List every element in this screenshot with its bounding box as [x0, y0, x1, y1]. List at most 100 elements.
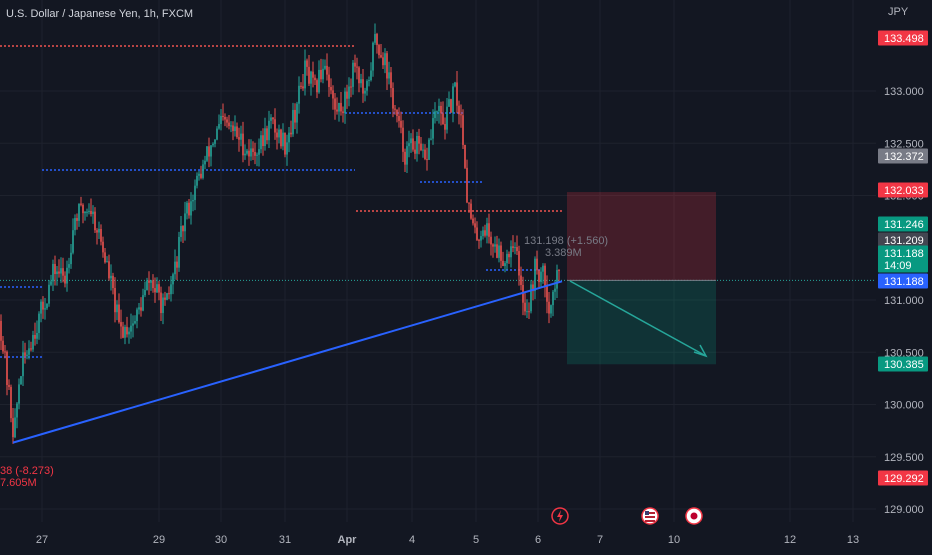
candle-body	[46, 303, 48, 309]
y-tick-label: 132.500	[884, 138, 924, 150]
candle-body	[552, 291, 554, 306]
candle-body	[460, 114, 462, 116]
candle-body	[330, 86, 332, 91]
candle-body	[412, 138, 414, 150]
candle-body	[64, 275, 66, 284]
candle-body	[90, 210, 92, 215]
candle-body	[126, 326, 128, 335]
candle-body	[4, 351, 6, 353]
candle-body	[462, 115, 464, 145]
candle-body	[410, 138, 412, 144]
candle-body	[478, 239, 480, 241]
price-tag-label: 129.292	[884, 473, 924, 485]
x-tick-label: 10	[668, 534, 680, 546]
candle-body	[36, 332, 38, 339]
candle-body	[540, 271, 542, 283]
candle-body	[550, 305, 552, 314]
candle-body	[208, 146, 210, 157]
candle-body	[142, 295, 144, 311]
candle-body	[148, 280, 150, 283]
candle-body	[100, 228, 102, 242]
candle-body	[252, 148, 254, 152]
price-tag-label: 133.498	[884, 33, 924, 45]
candle-body	[506, 253, 508, 264]
candle-body	[146, 280, 148, 291]
candle-body	[302, 86, 304, 89]
candle-body	[84, 211, 86, 214]
candle-body	[324, 65, 326, 69]
y-tick-label: 133.000	[884, 86, 924, 98]
candle-body	[298, 85, 300, 104]
candle-body	[386, 53, 388, 79]
candle-body	[416, 135, 418, 154]
candle-body	[542, 265, 544, 272]
chart-title: U.S. Dollar / Japanese Yen, 1h, FXCM	[6, 8, 193, 20]
candle-body	[232, 125, 234, 132]
candle-body	[116, 304, 118, 313]
candle-body	[428, 139, 430, 160]
x-tick-label: 13	[847, 534, 859, 546]
candle-body	[480, 236, 482, 241]
candle-body	[328, 74, 330, 87]
position-layer	[567, 192, 716, 365]
candle-body	[216, 128, 218, 140]
candle-body	[22, 352, 24, 377]
candle-body	[32, 335, 34, 350]
candle-body	[78, 203, 80, 221]
candle-body	[352, 62, 354, 87]
candle-body	[476, 227, 478, 240]
candle-body	[132, 323, 134, 326]
candle-body	[468, 202, 470, 204]
candle-body	[470, 203, 472, 219]
x-tick-label: 12	[784, 534, 796, 546]
candle-body	[228, 122, 230, 127]
candle-body	[240, 133, 242, 140]
last-move-volume: 3.389M	[545, 247, 582, 259]
candle-body	[512, 246, 514, 248]
candle-body	[152, 280, 154, 289]
candle-body	[40, 301, 42, 314]
candle-body	[494, 244, 496, 247]
candle-body	[236, 126, 238, 138]
candle-body	[520, 275, 522, 285]
candle-body	[364, 90, 366, 94]
candle-body	[38, 313, 40, 333]
candle-body	[350, 86, 352, 88]
candle-body	[356, 66, 358, 68]
flash-icon-bolt	[557, 510, 563, 522]
candle-body	[130, 325, 132, 332]
candle-body	[482, 230, 484, 237]
price-tag-label: 14:09	[884, 260, 912, 272]
candle-body	[16, 403, 18, 418]
candle-body	[264, 128, 266, 147]
last-move-label: 131.198 (+1.560)	[524, 235, 608, 247]
candle-body	[262, 135, 264, 147]
candle-body	[28, 348, 30, 355]
candle-body	[10, 386, 12, 419]
price-tag	[878, 257, 928, 273]
candle-body	[312, 71, 314, 78]
candle-body	[508, 253, 510, 258]
candle-body	[198, 173, 200, 176]
candle-body	[504, 263, 506, 267]
candle-body	[346, 91, 348, 99]
candle-body	[548, 301, 550, 314]
candle-body	[406, 146, 408, 165]
candle-body	[6, 351, 8, 386]
japan-flag-icon[interactable]	[685, 507, 703, 525]
candle-body	[376, 34, 378, 46]
flash-icon[interactable]	[551, 507, 569, 525]
candle-body	[306, 60, 308, 67]
candle-body	[52, 263, 54, 282]
candle-body	[170, 284, 172, 295]
us-flag-stripe	[645, 520, 655, 522]
x-tick-label: 5	[473, 534, 479, 546]
candle-body	[440, 105, 442, 114]
price-tag	[878, 470, 928, 486]
candle-body	[182, 226, 184, 232]
candle-body	[488, 223, 490, 237]
us-flag-icon[interactable]	[641, 507, 659, 525]
candle-body	[340, 102, 342, 112]
